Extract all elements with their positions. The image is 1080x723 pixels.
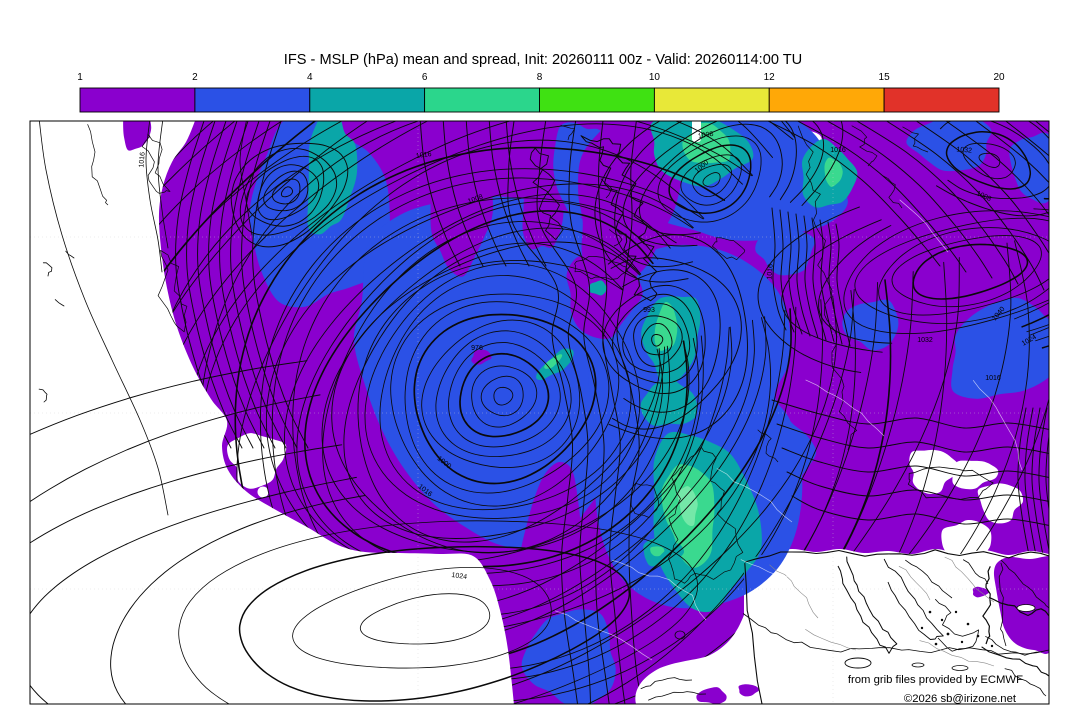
svg-text:1016: 1016 [138,152,146,168]
svg-text:IFS - MSLP (hPa) mean and spre: IFS - MSLP (hPa) mean and spread, Init: … [284,52,802,68]
svg-text:1032: 1032 [917,337,933,344]
svg-text:1008: 1008 [697,131,714,141]
svg-text:1016: 1016 [985,375,1001,382]
svg-text:1016: 1016 [416,151,433,160]
svg-text:1016: 1016 [830,147,846,154]
svg-text:1: 1 [77,72,83,83]
svg-text:8: 8 [537,72,543,83]
svg-text:4: 4 [307,72,313,83]
svg-text:993: 993 [643,307,655,314]
svg-text:20: 20 [993,72,1005,83]
svg-text:12: 12 [764,72,776,83]
svg-text:2: 2 [192,72,198,83]
svg-text:from grib files provided by EC: from grib files provided by ECMWF [848,674,1023,686]
svg-text:6: 6 [422,72,428,83]
svg-text:1032: 1032 [956,146,972,154]
svg-text:©2026 sb@irizone.net: ©2026 sb@irizone.net [904,693,1017,705]
svg-text:1008: 1008 [467,194,484,206]
svg-text:15: 15 [879,72,891,83]
svg-text:1016: 1016 [766,264,774,280]
svg-text:10: 10 [649,72,661,83]
svg-text:976: 976 [471,345,483,352]
svg-text:1024: 1024 [451,572,468,581]
